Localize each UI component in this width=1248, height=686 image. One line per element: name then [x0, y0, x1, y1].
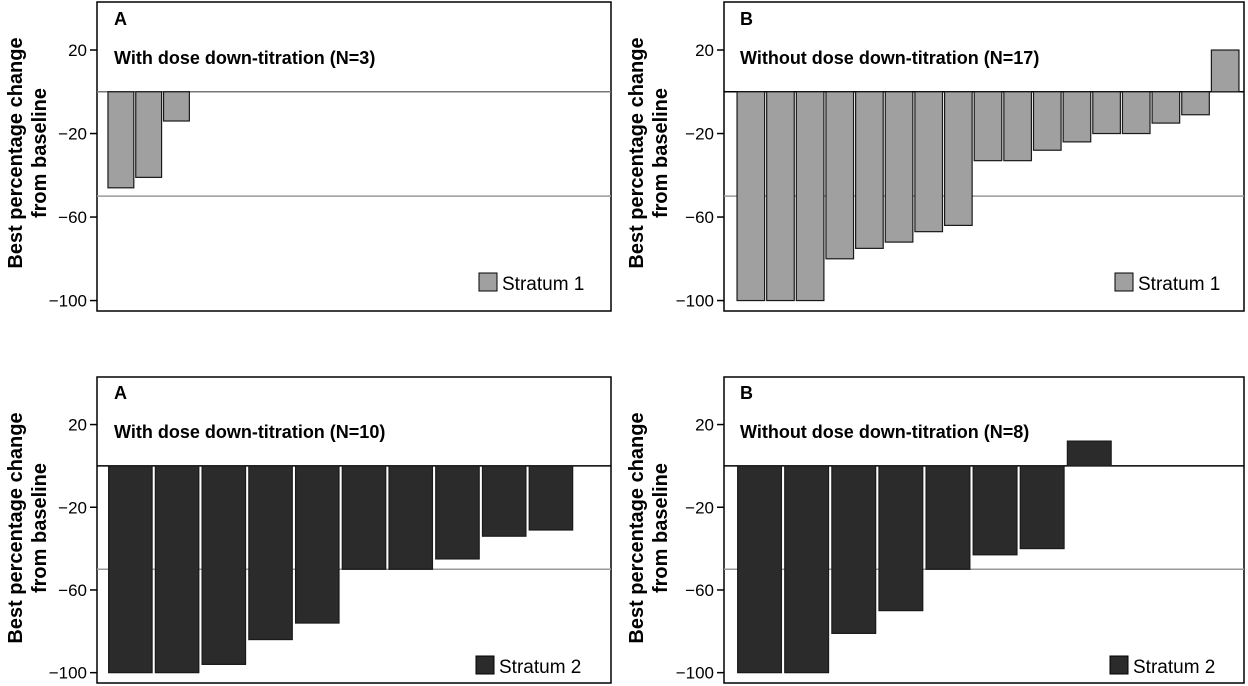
bar: [1121, 91, 1151, 135]
bar: [825, 91, 855, 260]
bar: [972, 465, 1018, 556]
panel-bottom-right: Best percentage change from baseline B W…: [626, 376, 1245, 684]
bar: [766, 91, 795, 302]
bars: [108, 465, 574, 674]
legend-swatch: [478, 272, 498, 292]
panel-bottom-left: Best percentage change from baseline A W…: [5, 376, 612, 684]
panel-title: Without dose down-titration (N=8): [740, 422, 1029, 442]
y-ticks: 20 −20 −60 −100: [49, 41, 97, 311]
y-ticks: 20 −20 −60 −100: [676, 416, 724, 683]
panel-title: With dose down-titration (N=10): [114, 422, 385, 442]
bar: [1003, 91, 1033, 162]
y-tick-label: −100: [49, 292, 87, 311]
bar: [831, 465, 877, 634]
y-axis-label-line2: from baseline: [650, 463, 672, 593]
bar: [528, 465, 574, 531]
y-tick-label: −20: [58, 125, 87, 144]
y-tick-label: −20: [58, 498, 87, 517]
bar: [795, 91, 825, 302]
bar: [973, 91, 1003, 162]
panel-letter: A: [114, 9, 127, 29]
y-tick-label: 20: [68, 416, 87, 435]
y-axis-label-line1: Best percentage change: [5, 37, 27, 268]
plot-frame: [96, 1, 612, 312]
panel-letter: B: [740, 9, 753, 29]
y-axis-label-line2: from baseline: [650, 88, 672, 218]
bar: [737, 465, 783, 674]
y-tick-label: −100: [676, 292, 714, 311]
bar: [341, 465, 387, 570]
y-axis-label-line1: Best percentage change: [5, 412, 27, 643]
bar: [135, 91, 163, 178]
y-ticks: 20 −20 −60 −100: [676, 41, 724, 311]
bars: [736, 49, 1240, 302]
bar: [784, 465, 830, 674]
legend-swatch: [1114, 272, 1134, 292]
panel-top-right: Best percentage change from baseline B W…: [626, 1, 1245, 312]
y-tick-label: −60: [58, 208, 87, 227]
bar: [878, 465, 924, 612]
bar: [925, 465, 971, 570]
bar: [1151, 91, 1181, 124]
y-axis-label-line2: from baseline: [29, 463, 51, 593]
panel-letter: B: [740, 383, 753, 403]
bar: [294, 465, 340, 624]
bar: [201, 465, 247, 665]
bar: [435, 465, 480, 560]
legend-label: Stratum 1: [1138, 274, 1220, 295]
y-tick-label: −20: [685, 125, 714, 144]
bar: [162, 91, 190, 122]
y-axis-label-line1: Best percentage change: [626, 412, 648, 643]
y-tick-label: −100: [676, 664, 714, 683]
panel-title: With dose down-titration (N=3): [114, 48, 375, 68]
bar: [736, 91, 766, 302]
y-tick-label: 20: [695, 41, 714, 60]
bar: [1019, 465, 1065, 550]
y-tick-label: −20: [685, 498, 714, 517]
bar: [1032, 91, 1062, 151]
bar: [914, 91, 944, 233]
bars: [107, 91, 190, 189]
bar: [1092, 91, 1121, 135]
bar: [248, 465, 293, 641]
panel-letter: A: [114, 383, 127, 403]
bar: [108, 465, 153, 674]
panel-title: Without dose down-titration (N=17): [740, 48, 1039, 68]
bars: [737, 440, 1112, 674]
panel-top-left: Best percentage change from baseline A W…: [5, 1, 612, 312]
bar: [1062, 91, 1092, 143]
y-tick-label: 20: [695, 416, 714, 435]
y-tick-label: −60: [685, 581, 714, 600]
y-ticks: 20 −20 −60 −100: [49, 416, 97, 683]
bar: [943, 91, 973, 226]
legend-label: Stratum 2: [499, 657, 581, 678]
legend-label: Stratum 1: [502, 274, 584, 295]
bar: [154, 465, 200, 674]
y-tick-label: −60: [58, 581, 87, 600]
y-tick-label: −60: [685, 208, 714, 227]
bar: [1066, 440, 1112, 467]
y-tick-label: 20: [68, 41, 87, 60]
bar: [1210, 49, 1240, 93]
bar: [107, 91, 135, 189]
bar: [388, 465, 434, 570]
y-axis-label-line2: from baseline: [29, 88, 51, 218]
y-axis-label-line1: Best percentage change: [626, 37, 648, 268]
bar: [884, 91, 914, 243]
legend-label: Stratum 2: [1133, 657, 1215, 678]
bar: [1181, 91, 1210, 116]
y-tick-label: −100: [49, 664, 87, 683]
legend-swatch: [1109, 655, 1129, 675]
bar: [855, 91, 884, 249]
legend-swatch: [475, 655, 495, 675]
bar: [481, 465, 527, 537]
